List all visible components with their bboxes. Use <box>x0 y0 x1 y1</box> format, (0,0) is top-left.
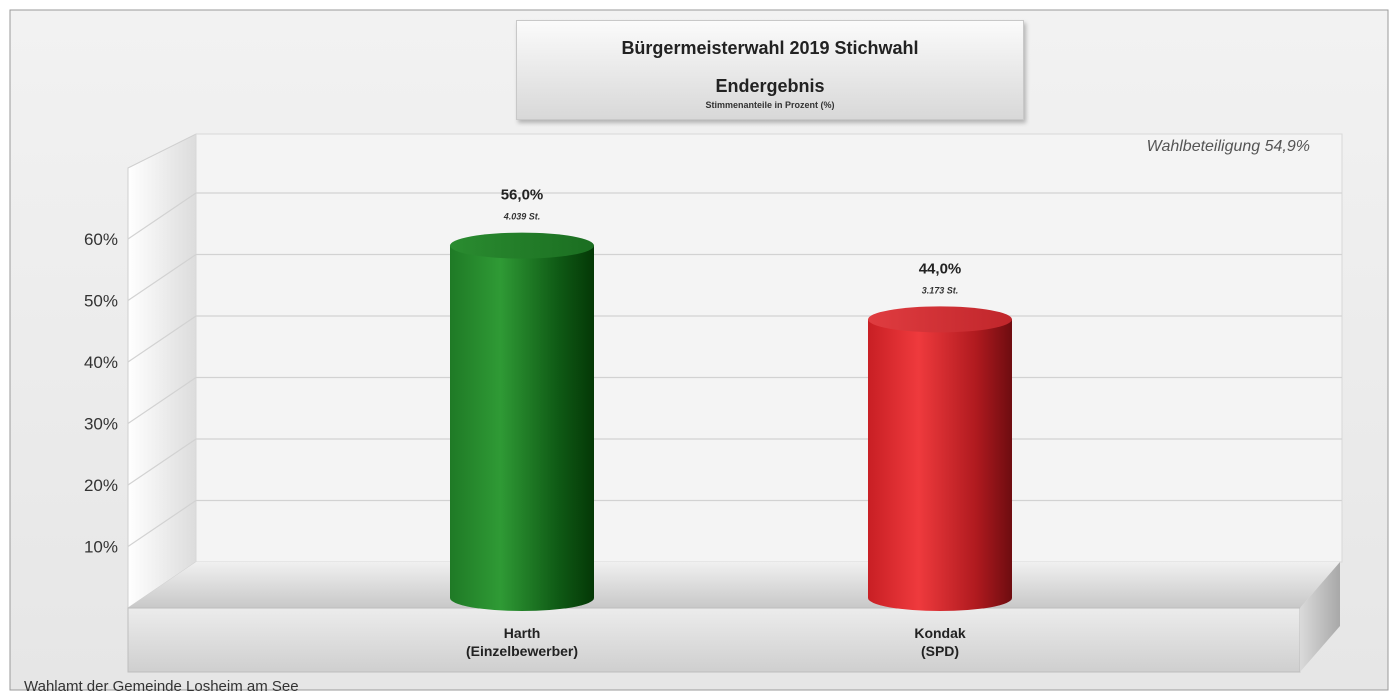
chart-title-line2: Endergebnis <box>715 76 825 96</box>
votes-label: 4.039 St. <box>503 212 541 222</box>
chart-title: Bürgermeisterwahl 2019 Stichwahl <box>621 38 919 58</box>
y-tick-label: 10% <box>84 538 118 557</box>
chart-subtitle: Stimmenanteile in Prozent (%) <box>705 100 835 110</box>
y-tick-label: 40% <box>84 353 118 372</box>
floor <box>128 562 1340 608</box>
base-side <box>1300 562 1340 672</box>
back-wall <box>195 133 1343 563</box>
y-tick-label: 30% <box>84 415 118 434</box>
bar-top <box>450 232 594 259</box>
base-front <box>127 607 1301 673</box>
gridline-side <box>127 500 197 547</box>
gridline-side <box>127 315 197 363</box>
turnout-annotation: Wahlbeteiligung 54,9% <box>1146 138 1310 155</box>
gridline-side <box>127 254 197 301</box>
votes-label: 3.173 St. <box>922 285 959 295</box>
bar-top <box>868 306 1012 333</box>
y-tick-label: 50% <box>84 292 118 311</box>
footer-source: Wahlamt der Gemeinde Losheim am See <box>24 678 299 695</box>
y-tick-label: 60% <box>84 230 118 249</box>
x-tick-label: Kondak <box>914 625 966 641</box>
gridline-side <box>127 192 197 240</box>
x-tick-label: Harth <box>504 625 541 641</box>
left-wall <box>127 133 197 609</box>
data-label: 44,0% <box>919 260 962 277</box>
bar <box>868 319 1012 611</box>
title-box: Bürgermeisterwahl 2019 Stichwahl Enderge… <box>516 20 1024 120</box>
y-tick-label: 20% <box>84 476 118 495</box>
gridline-side <box>127 438 197 486</box>
data-label: 56,0% <box>501 187 544 204</box>
bar <box>450 245 594 611</box>
x-tick-label: (Einzelbewerber) <box>466 643 578 659</box>
x-tick-label: (SPD) <box>921 643 959 659</box>
gridline-side <box>127 377 197 424</box>
